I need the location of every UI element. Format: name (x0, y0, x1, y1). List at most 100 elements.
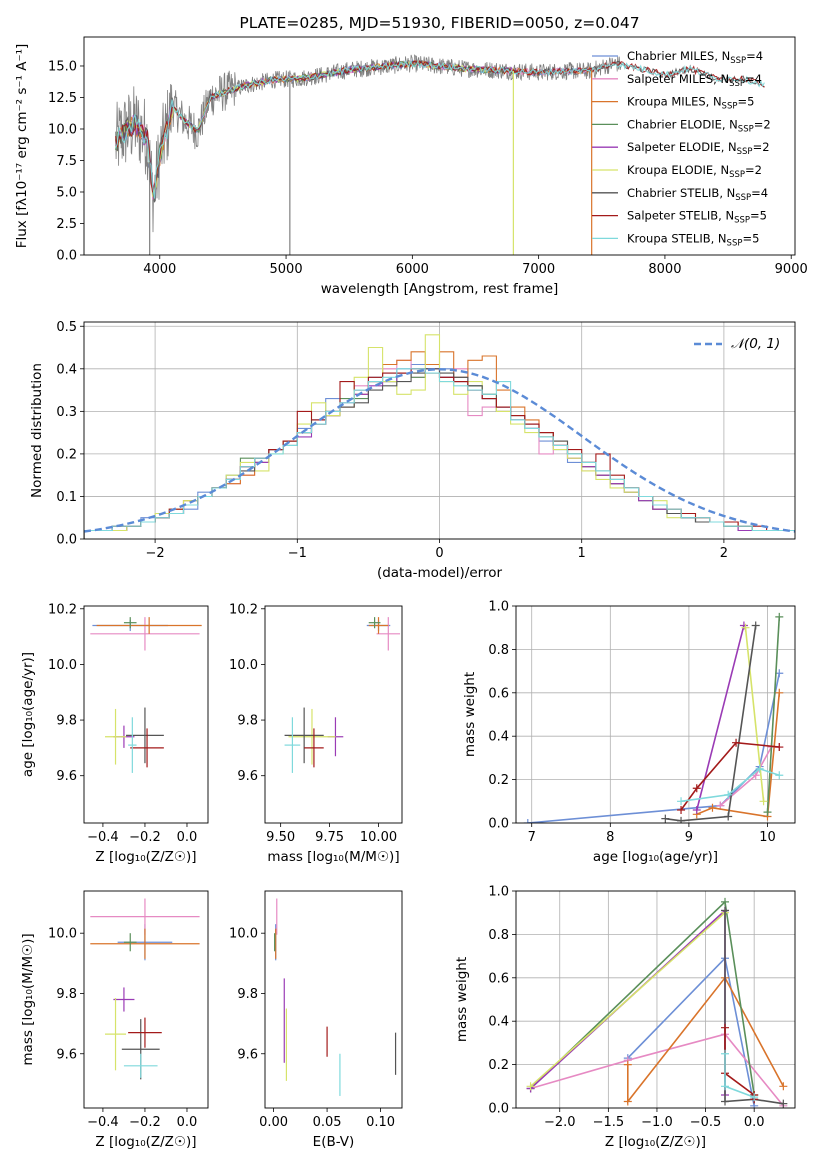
x-tick-label: 7000 (522, 262, 555, 277)
x-tick-label: 9.75 (315, 830, 344, 845)
weight-line-2 (627, 976, 785, 1104)
weight-line-7 (680, 741, 780, 811)
errorbar-3 (123, 933, 137, 952)
weight-marker (692, 805, 701, 814)
y-tick-label: 9.8 (56, 714, 77, 729)
legend-normal-label: 𝒩(0, 1) (731, 336, 780, 352)
x-tick-label: −2.0 (544, 1115, 576, 1130)
y-tick-label: 0.2 (488, 773, 509, 788)
y-axis-label: mass [log₁₀(M/M☉)] (20, 933, 36, 1065)
weight-line-3 (766, 616, 781, 813)
x-tick-label: −2 (146, 546, 165, 561)
errorbar-5 (288, 708, 336, 765)
y-tick-label: 9.8 (237, 714, 258, 729)
errorbar-7 (128, 1017, 162, 1048)
x-axis-label: wavelength [Angstrom, rest frame] (321, 281, 559, 297)
errorbar-8 (128, 717, 137, 773)
x-axis-label: mass [log₁₀(M/M☉)] (267, 849, 399, 865)
normal-curve (84, 368, 795, 533)
figure-title: PLATE=0285, MJD=51930, FIBERID=0050, z=0… (239, 14, 639, 32)
weight-marker (775, 743, 784, 752)
legend-label: Salpeter ELODIE, NSSP=2 (627, 140, 770, 157)
y-tick-label: 5.0 (56, 185, 77, 200)
weight-marker (677, 805, 686, 814)
x-tick-label: 9 (685, 830, 693, 845)
weight-marker (732, 738, 741, 747)
plot-area (526, 897, 788, 1108)
y-axis-label: Normed distribution (29, 363, 45, 498)
axes-frame (515, 605, 796, 824)
x-tick-label: 10 (759, 830, 776, 845)
weight-marker (526, 1082, 535, 1091)
model-spectrum-8 (115, 59, 765, 199)
weight-line-8 (724, 1053, 755, 1098)
y-tick-label: 0.0 (488, 1102, 509, 1117)
weight-marker (739, 621, 748, 630)
weight-marker (692, 784, 701, 793)
errorbar-3 (123, 617, 137, 629)
y-tick-label: 10.0 (48, 927, 77, 942)
x-tick-label: 8000 (648, 262, 681, 277)
errorbar-8 (284, 717, 301, 773)
axes-frame (83, 321, 796, 540)
y-tick-label: 0.0 (56, 249, 77, 264)
weight-marker (721, 1023, 730, 1032)
weight-marker (721, 1049, 730, 1058)
x-tick-label: 0.0 (744, 1115, 765, 1130)
weight-marker (724, 790, 733, 799)
y-tick-label: 0.6 (488, 971, 509, 986)
weight-marker (775, 771, 784, 780)
y-tick-label: 1.0 (488, 600, 509, 615)
errorbar-7 (130, 728, 164, 768)
x-tick-label: 8 (606, 830, 614, 845)
weight-marker (623, 1097, 632, 1106)
weight-marker (755, 764, 764, 773)
y-tick-label: 0.2 (488, 1058, 509, 1073)
legend: Chabrier MILES, NSSP=4 Salpeter MILES, NS… (592, 49, 771, 248)
y-tick-label: 0.3 (56, 405, 77, 420)
weight-line-8 (680, 767, 780, 803)
legend-label: Salpeter MILES, NSSP=4 (627, 72, 762, 89)
weight-marker (741, 623, 750, 632)
y-tick-label: 0.6 (488, 686, 509, 701)
x-tick-label: 4000 (143, 262, 176, 277)
errorbar-5 (105, 997, 127, 1071)
axes-frame (83, 890, 209, 1109)
errorbar-1 (376, 617, 401, 651)
x-tick-label: 10.00 (360, 830, 397, 845)
x-tick-label: 0.05 (313, 1115, 342, 1130)
x-tick-label: 0.0 (177, 1115, 198, 1130)
y-tick-label: 10.0 (229, 927, 258, 942)
panel-ebv-vs-mass: 0.00 0.05 0.10 9.6 9.8 10.0 E(B-V) (229, 890, 403, 1150)
y-tick-label: 10.2 (48, 602, 77, 617)
legend-label: Chabrier MILES, NSSP=4 (627, 49, 763, 66)
axes-frame (83, 36, 796, 256)
x-tick-label: 0 (435, 546, 443, 561)
errorbar-6 (126, 707, 164, 764)
panel-spectrum: 4000 5000 6000 7000 8000 9000 0.0 2.5 5.0 7.5 10.0… (14, 36, 808, 297)
y-axis-label: mass weight (454, 957, 470, 1042)
x-tick-label: 0.0 (177, 830, 198, 845)
weight-marker (779, 1082, 788, 1091)
x-axis-label: Z [log₁₀(Z/Z☉)] (95, 1134, 196, 1150)
weight-line-1 (530, 1033, 784, 1107)
plot-area (284, 617, 401, 773)
x-tick-label: −1.0 (641, 1115, 673, 1130)
x-axis-label: Z [log₁₀(Z/Z☉)] (95, 849, 196, 865)
plot-area (274, 898, 397, 1096)
x-tick-label: 6000 (396, 262, 429, 277)
plot-area (90, 617, 202, 773)
weight-marker (779, 1099, 788, 1108)
weight-marker (724, 812, 733, 821)
x-tick-label: 1 (578, 546, 586, 561)
errorbar-1 (90, 617, 200, 651)
axes-frame (264, 605, 403, 824)
errorbar-5 (105, 708, 127, 765)
y-tick-label: 0.4 (488, 730, 509, 745)
y-tick-label: 0.0 (56, 533, 77, 548)
errorbar-4 (113, 987, 135, 1012)
y-tick-label: 0.4 (56, 362, 77, 377)
model-spectrum-6 (115, 60, 765, 203)
weight-marker (677, 816, 686, 823)
y-tick-label: 15.0 (48, 59, 77, 74)
